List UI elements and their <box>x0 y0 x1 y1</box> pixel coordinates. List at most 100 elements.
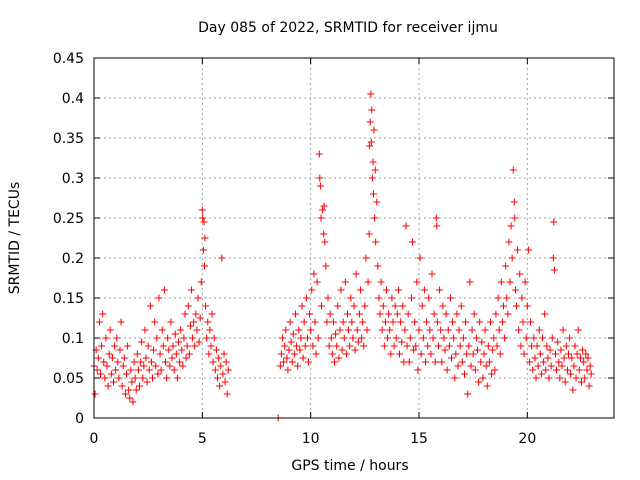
data-point <box>585 382 593 390</box>
data-point <box>326 310 334 318</box>
data-point <box>357 286 364 294</box>
data-point <box>107 370 115 378</box>
data-point <box>98 342 106 350</box>
data-point <box>390 342 398 350</box>
data-point <box>446 294 454 302</box>
data-point <box>397 318 405 326</box>
data-point <box>276 362 284 370</box>
data-point <box>459 334 467 342</box>
data-point <box>471 366 479 374</box>
data-point <box>100 358 108 366</box>
data-point <box>557 346 565 354</box>
x-tick-label: 0 <box>90 431 99 447</box>
data-point <box>311 318 319 326</box>
data-point <box>219 370 227 378</box>
data-point <box>99 310 107 318</box>
data-point <box>568 354 576 362</box>
data-point <box>532 374 540 382</box>
data-point <box>526 358 533 366</box>
data-point <box>374 262 382 270</box>
data-point <box>199 214 207 222</box>
data-point <box>510 198 518 206</box>
data-point <box>535 326 543 334</box>
data-point <box>444 326 452 334</box>
data-point <box>192 310 200 318</box>
data-point <box>320 202 328 210</box>
data-point <box>145 366 153 374</box>
y-tick-label: 0.4 <box>62 91 84 107</box>
data-point <box>485 358 493 366</box>
data-point <box>547 362 555 370</box>
data-point <box>411 318 419 326</box>
data-point <box>97 370 104 378</box>
data-point <box>164 334 172 342</box>
data-point <box>429 334 437 342</box>
data-point <box>295 326 303 334</box>
data-point <box>375 294 383 302</box>
data-point <box>558 362 566 370</box>
data-point <box>361 302 369 310</box>
data-point <box>399 302 407 310</box>
data-point <box>414 366 422 374</box>
data-point <box>565 350 572 358</box>
data-point <box>488 370 496 378</box>
data-point <box>210 334 218 342</box>
data-point <box>368 106 376 114</box>
data-point <box>523 302 531 310</box>
data-point <box>346 342 354 350</box>
data-point <box>477 358 485 366</box>
data-point <box>106 326 114 334</box>
data-point <box>458 358 466 366</box>
data-point <box>182 354 190 362</box>
data-point <box>94 354 102 362</box>
data-point <box>516 270 524 278</box>
data-point <box>197 278 205 286</box>
data-point <box>308 286 316 294</box>
data-point <box>158 326 166 334</box>
data-point <box>482 362 490 370</box>
data-point <box>507 222 515 230</box>
y-tick-labels: 0 0.05 0.1 0.15 0.2 0.25 0.3 0.35 0.4 0.45 <box>53 51 84 427</box>
data-point <box>425 294 433 302</box>
y-tick-label: 0.05 <box>53 371 84 387</box>
data-point <box>402 222 410 230</box>
data-point <box>426 326 434 334</box>
data-point <box>531 354 539 362</box>
data-point <box>387 350 395 358</box>
data-point <box>506 278 514 286</box>
data-point <box>567 370 575 378</box>
data-point <box>494 294 502 302</box>
data-point <box>398 338 406 346</box>
data-point <box>498 318 506 326</box>
data-point <box>290 350 298 358</box>
data-point <box>121 390 129 398</box>
data-point <box>445 342 453 350</box>
data-point <box>202 302 210 310</box>
data-point <box>335 354 343 362</box>
data-point <box>569 386 577 394</box>
data-point <box>372 238 380 246</box>
data-point <box>582 350 590 358</box>
data-point <box>549 254 557 262</box>
data-point <box>294 362 302 370</box>
data-point <box>322 262 330 270</box>
x-tick-labels: 0 5 10 15 20 <box>90 431 537 447</box>
data-point <box>560 354 568 362</box>
data-point <box>530 334 538 342</box>
data-point <box>394 286 402 294</box>
data-point <box>529 366 537 374</box>
data-point <box>412 342 420 350</box>
data-point <box>480 350 488 358</box>
data-point <box>351 346 359 354</box>
data-point <box>126 394 134 402</box>
data-point <box>463 350 471 358</box>
grid-lines <box>94 58 614 418</box>
data-point <box>196 314 204 322</box>
x-tick-label: 10 <box>302 431 320 447</box>
data-point <box>533 342 541 350</box>
data-point <box>371 214 379 222</box>
data-point <box>190 318 198 326</box>
data-point <box>146 302 154 310</box>
data-point <box>449 318 457 326</box>
